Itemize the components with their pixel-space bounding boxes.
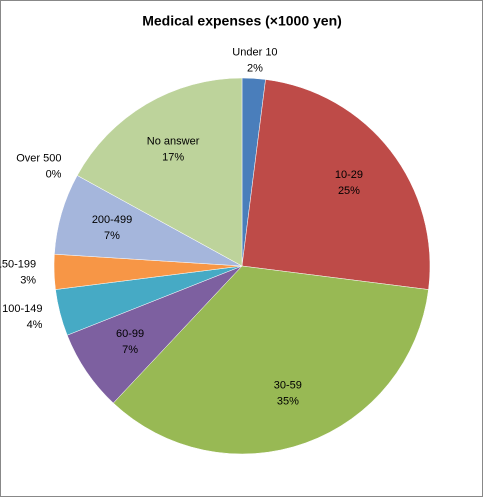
slice-label: No answer (147, 135, 200, 147)
slice-label: Under 10 (232, 46, 277, 58)
slice-value: 3% (20, 274, 36, 286)
pie-slice (241, 79, 431, 290)
slice-value: 7% (104, 230, 120, 242)
slice-value: 0% (46, 169, 62, 181)
slice-value: 7% (122, 344, 138, 356)
slice-value: 17% (162, 151, 184, 163)
pie-slice (76, 77, 243, 267)
slice-value: 4% (27, 319, 43, 331)
slice-label: 60-99 (116, 328, 144, 340)
slice-label: Over 500 (16, 153, 61, 165)
slice-value: 35% (277, 395, 299, 407)
slice-label: 100-149 (2, 303, 42, 315)
slice-value: 2% (247, 62, 263, 74)
slice-label: 30-59 (274, 379, 302, 391)
pie-slice (112, 265, 429, 455)
slice-label: 150-199 (0, 258, 36, 270)
slice-label: 10-29 (335, 169, 363, 181)
slice-value: 25% (338, 185, 360, 197)
slice-label: 200-499 (92, 214, 132, 226)
chart-title: Medical expenses (×1000 yen) (142, 13, 342, 29)
